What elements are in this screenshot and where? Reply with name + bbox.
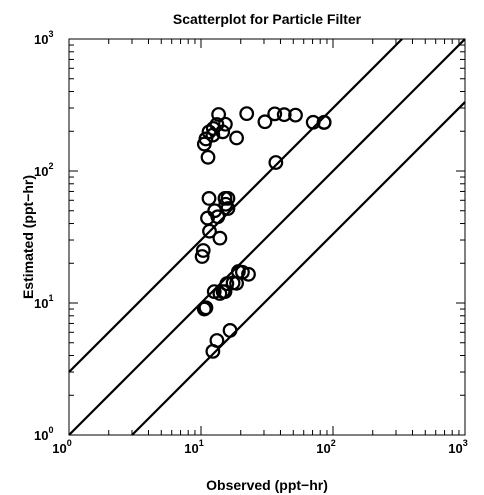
reference-line-1 <box>68 38 403 373</box>
data-point <box>229 130 244 146</box>
data-point <box>276 107 292 123</box>
data-point <box>239 106 255 122</box>
data-point <box>201 124 217 140</box>
chart-title: Scatterplot for Particle Filter <box>173 11 362 27</box>
data-point <box>195 243 211 258</box>
data-point <box>194 249 210 264</box>
data-point <box>267 106 283 122</box>
data-point <box>257 114 273 130</box>
data-point <box>217 116 233 132</box>
data-point <box>210 209 226 225</box>
data-point <box>211 107 227 122</box>
reference-lines <box>68 38 466 436</box>
data-point <box>196 136 212 152</box>
data-points <box>194 106 332 359</box>
x-tick-label: 100 <box>52 438 71 456</box>
y-tick-label: 103 <box>34 29 53 47</box>
y-axis-label: Estimated (ppt−hr) <box>20 175 36 299</box>
y-tick-label: 100 <box>34 425 53 443</box>
data-point <box>222 323 238 338</box>
x-tick-label: 101 <box>184 438 203 456</box>
plot-area <box>68 38 466 436</box>
x-axis-label: Observed (ppt−hr) <box>206 477 328 493</box>
y-tick-label: 101 <box>34 293 53 311</box>
y-tick-label: 102 <box>34 161 53 179</box>
axis-ticks <box>69 39 465 435</box>
data-point <box>206 284 222 300</box>
data-point <box>229 275 244 291</box>
data-point <box>268 155 284 170</box>
data-point <box>212 230 228 246</box>
data-point <box>201 191 217 206</box>
data-point <box>196 301 212 317</box>
data-point <box>202 223 217 239</box>
x-tick-label: 103 <box>448 438 467 456</box>
plot-frame <box>68 38 466 436</box>
data-point <box>241 266 256 282</box>
x-tick-label: 102 <box>316 438 335 456</box>
data-point <box>205 343 221 359</box>
data-point <box>288 107 303 123</box>
data-point <box>235 264 250 280</box>
data-point <box>305 114 321 130</box>
data-point <box>316 114 332 130</box>
reference-line-2 <box>68 38 466 436</box>
data-point <box>219 276 235 292</box>
reference-line-3 <box>131 101 466 436</box>
data-point <box>200 149 216 165</box>
